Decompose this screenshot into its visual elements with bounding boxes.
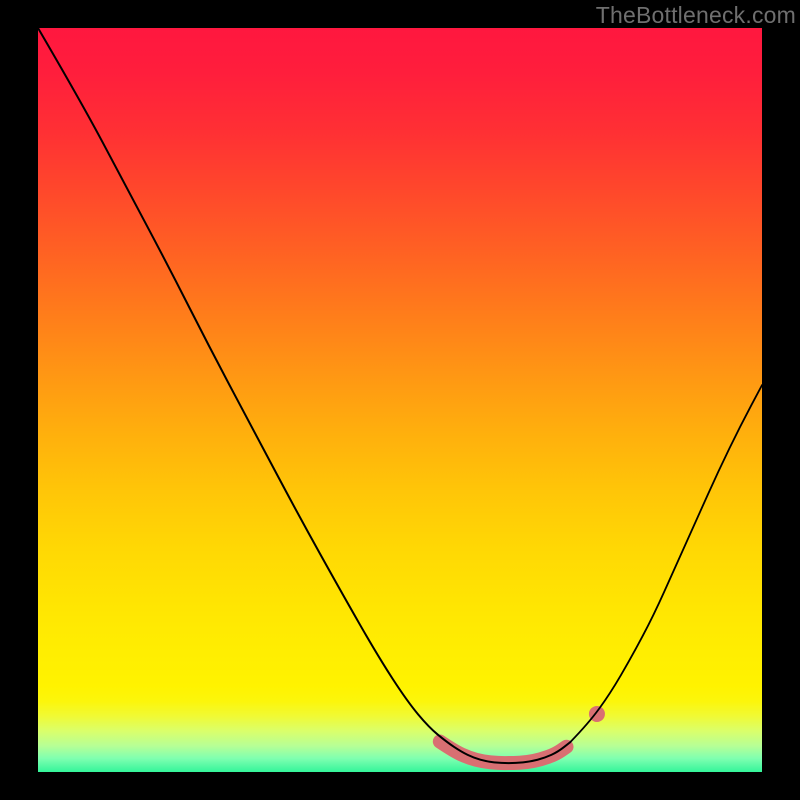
chart-stage: TheBottleneck.com (0, 0, 800, 800)
plot-background (38, 28, 762, 772)
chart-svg (0, 0, 800, 800)
watermark-text: TheBottleneck.com (596, 2, 796, 29)
